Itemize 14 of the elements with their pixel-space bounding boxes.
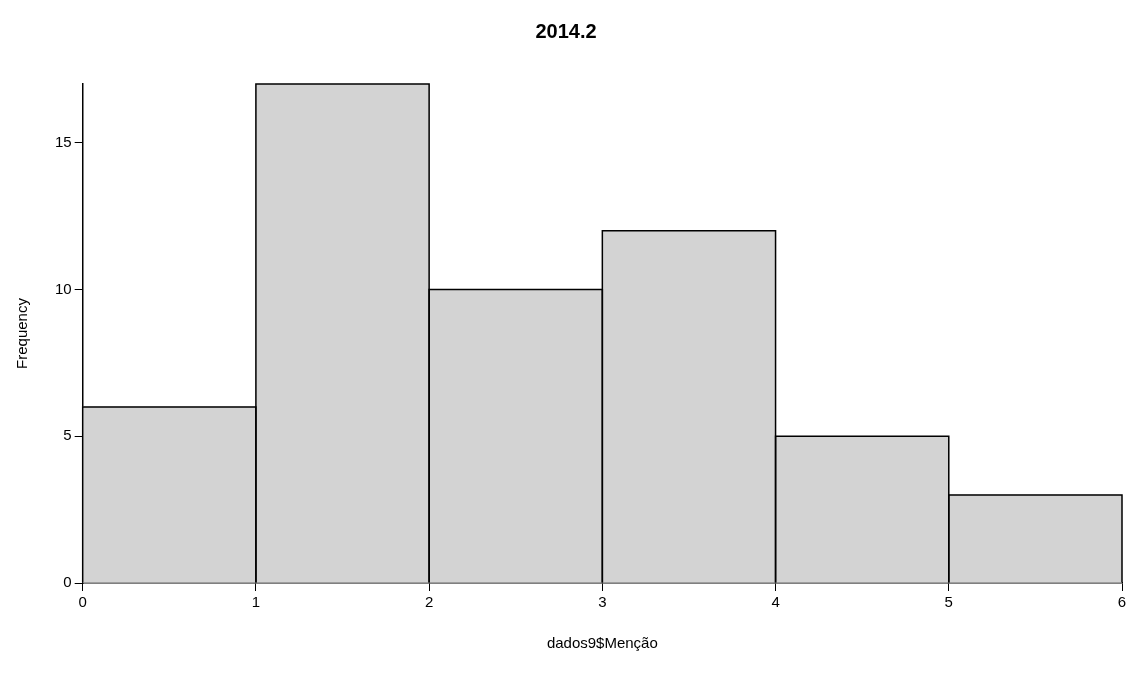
y-tick-label: 5 [63,426,72,444]
x-tick-label: 6 [1117,593,1127,611]
y-tick-label: 0 [63,573,72,591]
x-axis-title: dados9$Menção [546,634,658,652]
y-axis-title: Frequency [13,297,31,369]
x-tick-label: 3 [598,593,607,611]
x-tick-label: 0 [78,593,87,611]
y-tick-label: 10 [55,279,72,297]
x-tick-label: 5 [944,593,953,611]
x-tick-label: 4 [771,593,780,611]
y-tick-label: 15 [55,132,72,150]
x-tick-label: 2 [424,593,434,611]
chart-title: 2014.2 [535,19,597,42]
x-tick-label: 1 [251,593,261,611]
